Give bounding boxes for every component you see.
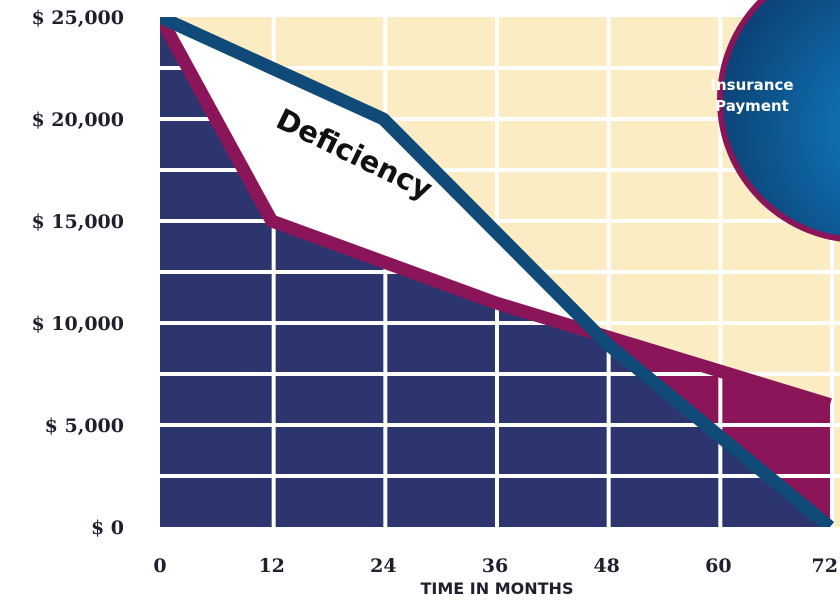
insurance-payment-badge: Insurance Payment (710, 0, 840, 242)
y-tick-label: $ 20,000 (31, 109, 124, 131)
x-tick-label: 0 (153, 555, 166, 577)
x-tick-label: 48 (593, 555, 619, 577)
badge-line-1: Insurance (710, 76, 793, 94)
x-tick-label: 60 (705, 555, 731, 577)
y-tick-label: $ 10,000 (31, 313, 124, 335)
debt-line (160, 17, 835, 527)
x-tick-label: 12 (258, 555, 284, 577)
debt-area (160, 17, 830, 527)
y-tick-label: $ 5,000 (45, 415, 124, 437)
badge-line-2: Payment (715, 97, 789, 115)
y-tick-label: $ 0 (91, 517, 124, 539)
x-axis-label: TIME IN MONTHS (421, 579, 574, 598)
y-tick-label: $ 25,000 (31, 7, 124, 29)
x-tick-label: 24 (370, 555, 396, 577)
x-tick-label: 72 (812, 555, 838, 577)
x-tick-label: 36 (482, 555, 508, 577)
y-tick-label: $ 15,000 (31, 211, 124, 233)
badge-circle (717, 0, 840, 242)
payment-line (160, 17, 832, 411)
